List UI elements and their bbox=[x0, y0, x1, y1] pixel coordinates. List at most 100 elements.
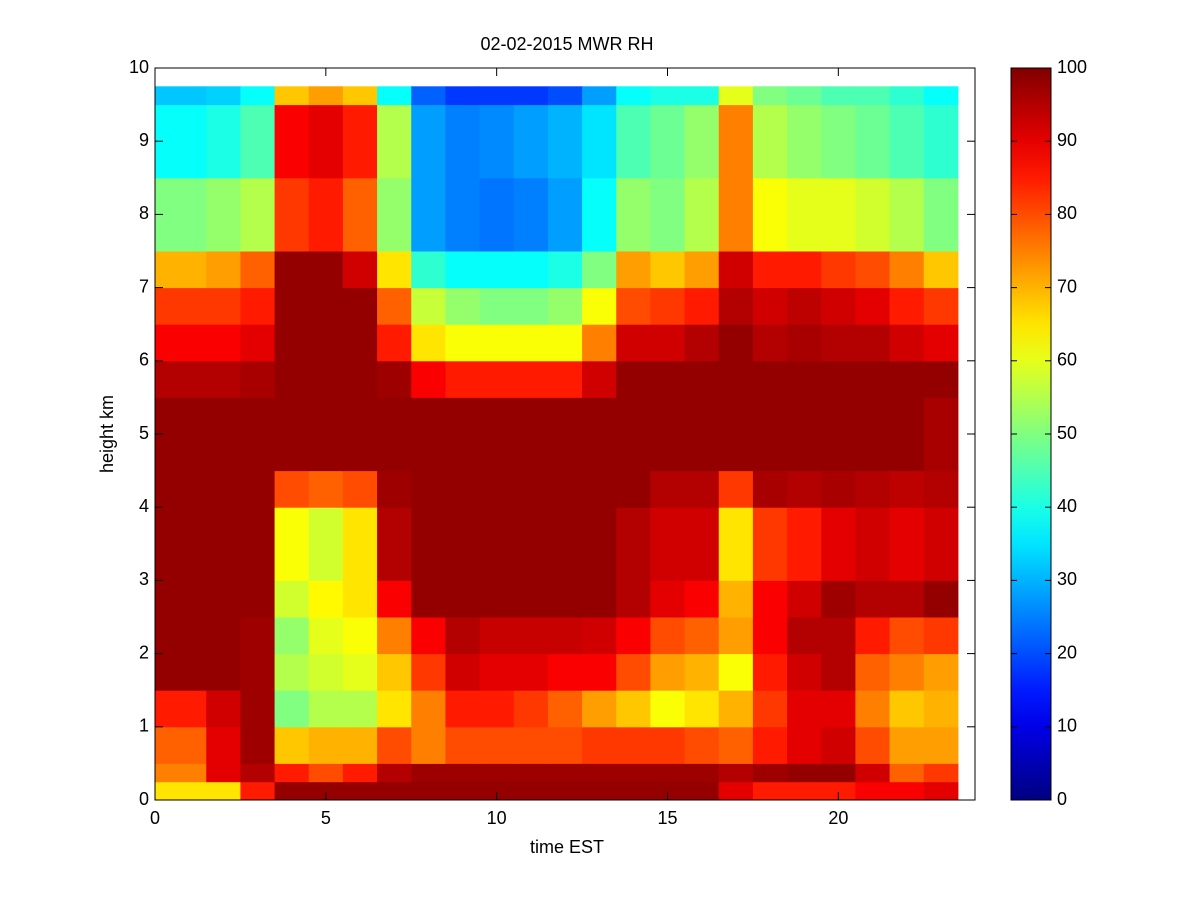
heatmap-cell bbox=[547, 781, 583, 801]
heatmap-cell bbox=[445, 397, 481, 472]
heatmap-cell bbox=[479, 580, 515, 618]
heatmap-cell bbox=[855, 397, 891, 472]
heatmap-cell bbox=[821, 781, 856, 801]
heatmap-cell bbox=[547, 104, 583, 179]
heatmap-cell bbox=[752, 763, 788, 783]
heatmap-cell bbox=[650, 324, 686, 362]
heatmap-cell bbox=[582, 251, 617, 289]
heatmap-cell bbox=[377, 470, 412, 508]
heatmap-cell bbox=[616, 360, 651, 398]
heatmap-cell bbox=[923, 287, 959, 325]
heatmap-cell bbox=[342, 507, 378, 581]
heatmap-cell bbox=[923, 104, 959, 179]
heatmap-cell bbox=[206, 86, 241, 106]
heatmap-cell bbox=[889, 324, 925, 362]
heatmap-cell bbox=[923, 251, 959, 289]
heatmap-cell bbox=[274, 781, 310, 801]
heatmap-cell bbox=[616, 507, 651, 581]
heatmap-cell bbox=[445, 287, 481, 325]
heatmap-cell bbox=[342, 690, 378, 728]
heatmap-cell bbox=[155, 726, 207, 764]
heatmap-cell bbox=[547, 251, 583, 289]
x-tick-label: 15 bbox=[657, 808, 677, 828]
heatmap-cell bbox=[308, 653, 344, 691]
heatmap-cell bbox=[445, 86, 481, 106]
heatmap-cell bbox=[787, 287, 822, 325]
heatmap-cell bbox=[155, 360, 207, 398]
heatmap-cell bbox=[479, 507, 515, 581]
heatmap-cell bbox=[206, 781, 241, 801]
heatmap-cell bbox=[616, 287, 651, 325]
heatmap-cell bbox=[923, 726, 959, 764]
heatmap-cell bbox=[377, 360, 412, 398]
heatmap-cell bbox=[342, 251, 378, 289]
y-tick-label: 0 bbox=[139, 789, 149, 809]
heatmap-cell bbox=[821, 763, 856, 783]
heatmap-cell bbox=[411, 177, 446, 252]
y-tick-label: 9 bbox=[139, 130, 149, 150]
heatmap-cell bbox=[445, 177, 481, 252]
heatmap-cell bbox=[787, 781, 822, 801]
heatmap-cell bbox=[308, 324, 344, 362]
heatmap-cell bbox=[155, 177, 207, 252]
heatmap-cell bbox=[342, 617, 378, 655]
heatmap-cell bbox=[513, 324, 549, 362]
heatmap-cell bbox=[342, 470, 378, 508]
heatmap-cell bbox=[923, 653, 959, 691]
heatmap-cell bbox=[274, 324, 310, 362]
heatmap-cell bbox=[411, 104, 446, 179]
heatmap-cell bbox=[377, 507, 412, 581]
heatmap-cell bbox=[718, 287, 754, 325]
heatmap-cell bbox=[889, 781, 925, 801]
heatmap-cell bbox=[787, 653, 822, 691]
heatmap-cell bbox=[787, 726, 822, 764]
heatmap-cell bbox=[684, 763, 720, 783]
heatmap-cell bbox=[240, 781, 276, 801]
heatmap-cell bbox=[923, 177, 959, 252]
heatmap-cell bbox=[684, 653, 720, 691]
heatmap-cell bbox=[752, 177, 788, 252]
heatmap-cell bbox=[513, 781, 549, 801]
heatmap-cell bbox=[308, 104, 344, 179]
heatmap-cell bbox=[513, 251, 549, 289]
heatmap-cell bbox=[650, 470, 686, 508]
heatmap-cell bbox=[479, 177, 515, 252]
heatmap-cell bbox=[752, 781, 788, 801]
heatmap-cell bbox=[650, 104, 686, 179]
heatmap-cell bbox=[479, 690, 515, 728]
heatmap-cell bbox=[308, 507, 344, 581]
heatmap-cell bbox=[752, 86, 788, 106]
heatmap-cell bbox=[155, 507, 207, 581]
y-tick-label: 8 bbox=[139, 203, 149, 223]
heatmap-cell bbox=[411, 781, 446, 801]
heatmap-cell bbox=[274, 580, 310, 618]
heatmap-cell bbox=[616, 781, 651, 801]
heatmap-cell bbox=[547, 690, 583, 728]
heatmap-cell bbox=[582, 726, 617, 764]
x-tick-label: 20 bbox=[828, 808, 848, 828]
heatmap-cell bbox=[479, 763, 515, 783]
heatmap-cell bbox=[547, 86, 583, 106]
heatmap-cell bbox=[547, 726, 583, 764]
heatmap-cell bbox=[923, 580, 959, 618]
heatmap-cell bbox=[308, 470, 344, 508]
heatmap-cell bbox=[752, 507, 788, 581]
heatmap-cell bbox=[411, 653, 446, 691]
heatmap-cell bbox=[274, 726, 310, 764]
heatmap-cell bbox=[752, 360, 788, 398]
heatmap-cell bbox=[308, 360, 344, 398]
heatmap-cell bbox=[206, 507, 241, 581]
heatmap-cell bbox=[752, 470, 788, 508]
heatmap-cell bbox=[155, 781, 207, 801]
heatmap-cell bbox=[274, 653, 310, 691]
heatmap-cell bbox=[684, 324, 720, 362]
heatmap-cell bbox=[718, 470, 754, 508]
heatmap-cell bbox=[582, 507, 617, 581]
heatmap-cell bbox=[377, 653, 412, 691]
heatmap-cell bbox=[274, 287, 310, 325]
heatmap-cell bbox=[479, 287, 515, 325]
heatmap-cell bbox=[206, 653, 241, 691]
heatmap-cell bbox=[155, 287, 207, 325]
heatmap-cell bbox=[582, 86, 617, 106]
heatmap-cell bbox=[445, 617, 481, 655]
